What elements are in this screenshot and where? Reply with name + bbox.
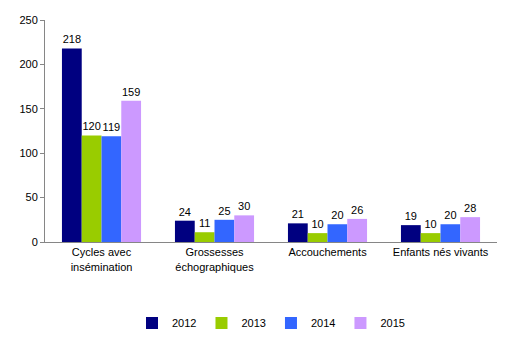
svg-text:150: 150 (19, 103, 37, 115)
svg-text:100: 100 (19, 147, 37, 159)
svg-text:24: 24 (179, 206, 191, 218)
svg-text:218: 218 (63, 33, 81, 45)
svg-text:159: 159 (122, 86, 140, 98)
svg-text:10: 10 (311, 218, 323, 230)
svg-text:50: 50 (26, 191, 38, 203)
svg-text:Accouchements: Accouchements (288, 246, 367, 258)
svg-text:20: 20 (331, 209, 343, 221)
svg-text:2014: 2014 (311, 317, 335, 329)
svg-text:2015: 2015 (380, 317, 404, 329)
svg-text:30: 30 (238, 200, 250, 212)
svg-text:20: 20 (444, 209, 456, 221)
svg-text:120: 120 (82, 120, 100, 132)
svg-text:0: 0 (32, 236, 38, 248)
svg-text:119: 119 (103, 121, 121, 133)
svg-text:2012: 2012 (172, 317, 196, 329)
svg-text:21: 21 (292, 208, 304, 220)
svg-text:Enfants nés vivants: Enfants nés vivants (393, 246, 489, 258)
svg-text:28: 28 (464, 202, 476, 214)
svg-text:Cycles avecinsémination: Cycles avecinsémination (71, 246, 133, 272)
svg-text:250: 250 (19, 14, 37, 26)
svg-text:Grossesseséchographiques: Grossesseséchographiques (175, 246, 254, 272)
svg-text:19: 19 (405, 210, 417, 222)
svg-text:25: 25 (218, 205, 230, 217)
svg-text:11: 11 (199, 217, 210, 229)
svg-text:200: 200 (19, 58, 37, 70)
svg-text:10: 10 (424, 218, 436, 230)
svg-text:26: 26 (351, 204, 363, 216)
svg-text:2013: 2013 (241, 317, 265, 329)
